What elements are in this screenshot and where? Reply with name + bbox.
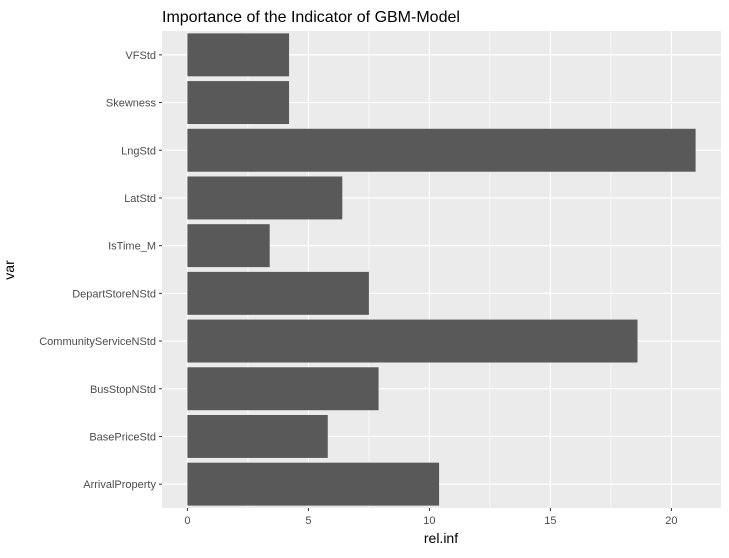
y-tick-label: LatStd xyxy=(124,193,156,205)
y-tick-label: CommunityServiceNStd xyxy=(39,336,156,348)
bar-lngstd xyxy=(187,128,696,172)
y-tick-label: IsTime_M xyxy=(108,241,156,253)
bar-skewness xyxy=(187,81,290,125)
y-axis-title: var xyxy=(1,260,17,280)
bar-vfstd xyxy=(187,33,290,77)
x-tick-label: 10 xyxy=(423,515,435,527)
bar-departstorenstd xyxy=(187,271,369,315)
x-tick-label: 20 xyxy=(665,515,677,527)
x-axis: 0 5 10 15 20 xyxy=(184,508,678,527)
chart-title: Importance of the Indicator of GBM-Model xyxy=(162,9,460,26)
bar-communityservicenstd xyxy=(187,319,638,363)
x-tick-label: 0 xyxy=(184,515,190,527)
y-axis: ArrivalProperty BasePriceStd BusStopNStd Co… xyxy=(39,50,162,491)
y-tick-label: VFStd xyxy=(125,50,156,62)
bar-arrivalproperty xyxy=(187,462,440,506)
y-tick-label: Skewness xyxy=(106,98,157,110)
major-gridlines xyxy=(162,31,721,508)
x-tick-label: 5 xyxy=(305,515,311,527)
bar-busstopnstd xyxy=(187,367,379,411)
y-tick-label: BasePriceStd xyxy=(89,431,156,443)
x-axis-title: rel.inf xyxy=(424,530,458,546)
bar-latstd xyxy=(187,176,343,220)
bar-istime-m xyxy=(187,224,270,268)
y-tick-label: DepartStoreNStd xyxy=(72,288,156,300)
bars-group xyxy=(187,33,696,506)
y-tick-label: LngStd xyxy=(121,145,156,157)
bar-basepricestd xyxy=(187,414,328,458)
y-tick-label: BusStopNStd xyxy=(90,384,156,396)
x-tick-label: 15 xyxy=(544,515,556,527)
y-tick-label: ArrivalProperty xyxy=(83,479,156,491)
